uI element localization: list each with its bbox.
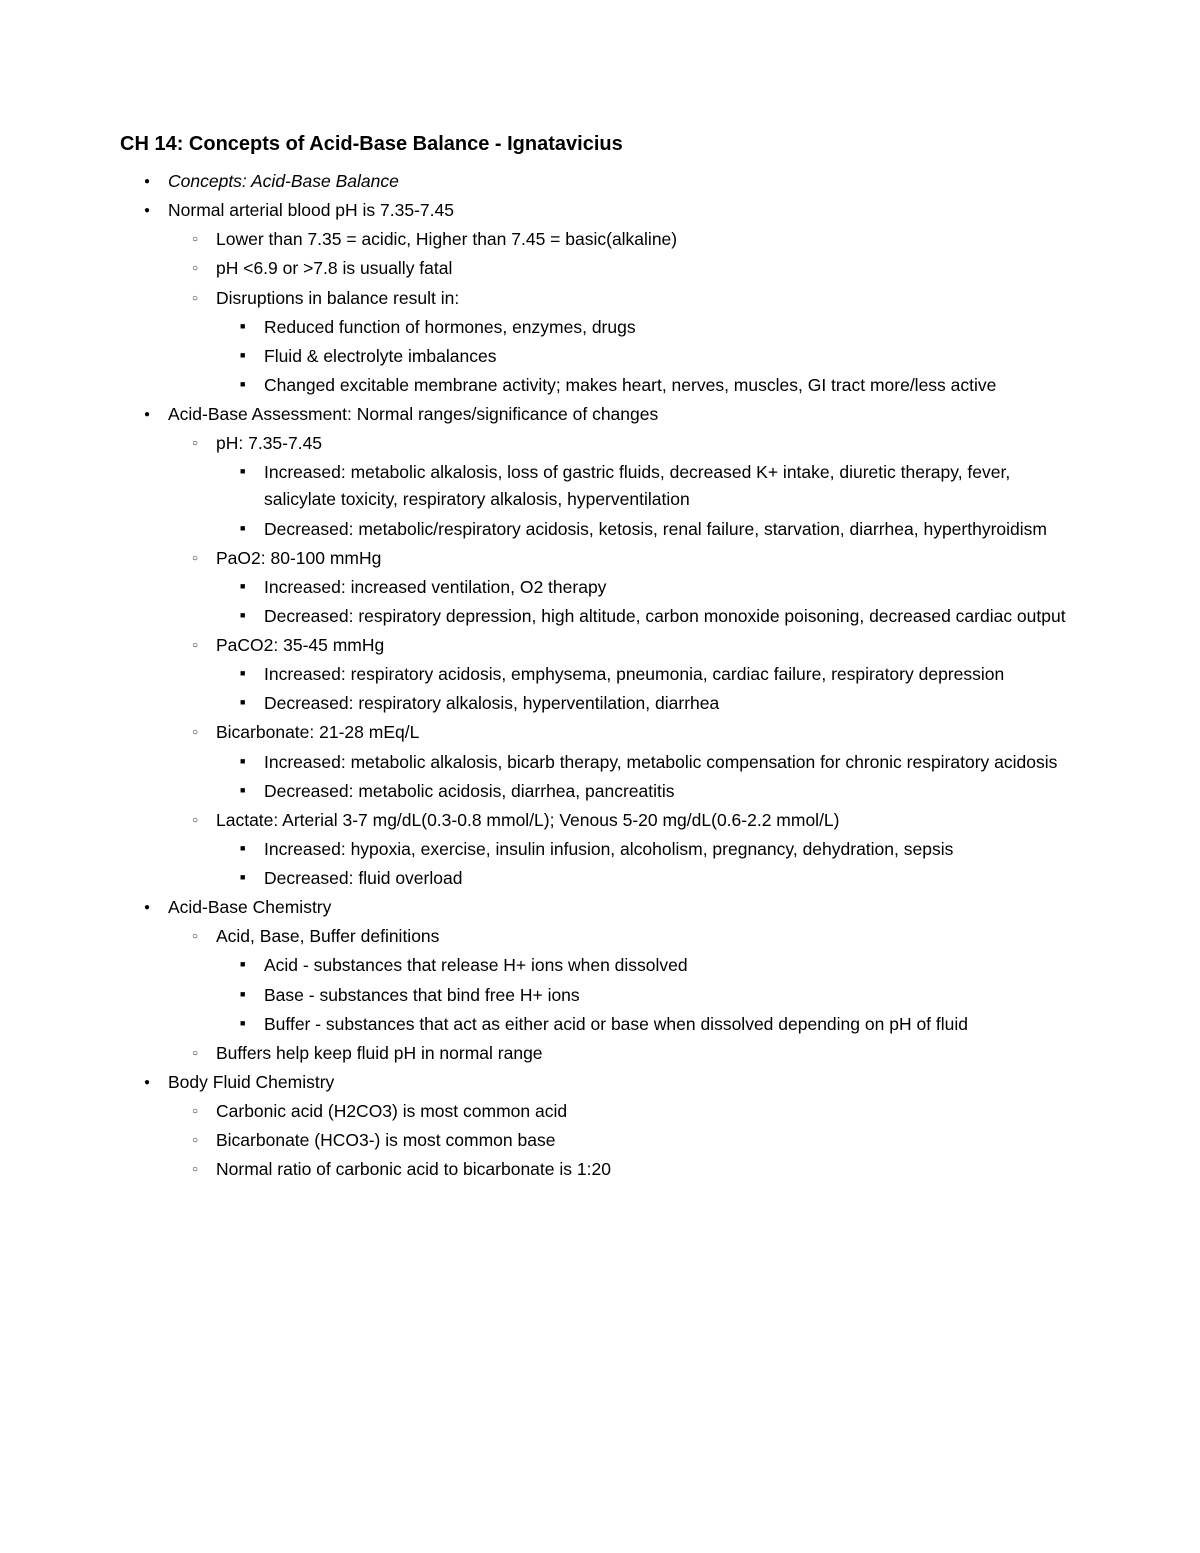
outline-root: Concepts: Acid-Base Balance Normal arteri… bbox=[120, 168, 1080, 1183]
outline-item: Increased: hypoxia, exercise, insulin in… bbox=[264, 836, 1080, 863]
outline-item-text: Decreased: metabolic acidosis, diarrhea,… bbox=[264, 781, 674, 801]
outline-item-text: Body Fluid Chemistry bbox=[168, 1072, 334, 1092]
outline-item: Acid, Base, Buffer definitions Acid - sub… bbox=[216, 923, 1080, 1038]
outline-item: Lactate: Arterial 3-7 mg/dL(0.3-0.8 mmol… bbox=[216, 807, 1080, 892]
outline-item: Acid-Base Chemistry Acid, Base, Buffer de… bbox=[168, 894, 1080, 1067]
outline-item-text: Decreased: metabolic/respiratory acidosi… bbox=[264, 519, 1047, 539]
outline-item-text: Acid - substances that release H+ ions w… bbox=[264, 955, 688, 975]
outline-item-text: Normal arterial blood pH is 7.35-7.45 bbox=[168, 200, 454, 220]
outline-sublist: Increased: metabolic alkalosis, bicarb t… bbox=[216, 749, 1080, 805]
outline-item: Changed excitable membrane activity; mak… bbox=[264, 372, 1080, 399]
outline-sublist: Increased: respiratory acidosis, emphyse… bbox=[216, 661, 1080, 717]
outline-item-text: PaO2: 80-100 mmHg bbox=[216, 548, 381, 568]
outline-item: Buffers help keep fluid pH in normal ran… bbox=[216, 1040, 1080, 1067]
outline-sublist: Increased: increased ventilation, O2 the… bbox=[216, 574, 1080, 630]
outline-item: Bicarbonate (HCO3-) is most common base bbox=[216, 1127, 1080, 1154]
outline-item: pH: 7.35-7.45 Increased: metabolic alkalo… bbox=[216, 430, 1080, 543]
outline-item-text: Reduced function of hormones, enzymes, d… bbox=[264, 317, 636, 337]
outline-item: Increased: metabolic alkalosis, loss of … bbox=[264, 459, 1080, 513]
outline-item: Acid - substances that release H+ ions w… bbox=[264, 952, 1080, 979]
outline-item-text: Concepts: Acid-Base Balance bbox=[168, 171, 399, 191]
outline-item: Buffer - substances that act as either a… bbox=[264, 1011, 1080, 1038]
outline-item: PaO2: 80-100 mmHg Increased: increased ve… bbox=[216, 545, 1080, 630]
outline-item-text: PaCO2: 35-45 mmHg bbox=[216, 635, 384, 655]
outline-item: Decreased: metabolic/respiratory acidosi… bbox=[264, 516, 1080, 543]
outline-item-text: Increased: metabolic alkalosis, bicarb t… bbox=[264, 752, 1057, 772]
outline-item-text: Buffers help keep fluid pH in normal ran… bbox=[216, 1043, 543, 1063]
outline-sublist: Reduced function of hormones, enzymes, d… bbox=[216, 314, 1080, 399]
outline-item: Decreased: fluid overload bbox=[264, 865, 1080, 892]
outline-item-text: Buffer - substances that act as either a… bbox=[264, 1014, 968, 1034]
outline-item: Increased: metabolic alkalosis, bicarb t… bbox=[264, 749, 1080, 776]
outline-item: Normal arterial blood pH is 7.35-7.45 Low… bbox=[168, 197, 1080, 399]
outline-sublist: Acid - substances that release H+ ions w… bbox=[216, 952, 1080, 1037]
outline-sublist: Acid, Base, Buffer definitions Acid - sub… bbox=[168, 923, 1080, 1067]
outline-item: Decreased: respiratory alkalosis, hyperv… bbox=[264, 690, 1080, 717]
outline-sublist: Carbonic acid (H2CO3) is most common aci… bbox=[168, 1098, 1080, 1183]
outline-item: Increased: respiratory acidosis, emphyse… bbox=[264, 661, 1080, 688]
outline-item: Bicarbonate: 21-28 mEq/L Increased: metab… bbox=[216, 719, 1080, 804]
outline-item: Normal ratio of carbonic acid to bicarbo… bbox=[216, 1156, 1080, 1183]
outline-item-text: pH: 7.35-7.45 bbox=[216, 433, 322, 453]
outline-item: Base - substances that bind free H+ ions bbox=[264, 982, 1080, 1009]
outline-item-text: Lower than 7.35 = acidic, Higher than 7.… bbox=[216, 229, 677, 249]
outline-item-text: Bicarbonate (HCO3-) is most common base bbox=[216, 1130, 555, 1150]
outline-item-text: Increased: hypoxia, exercise, insulin in… bbox=[264, 839, 953, 859]
outline-item: Concepts: Acid-Base Balance bbox=[168, 168, 1080, 195]
outline-item: Body Fluid Chemistry Carbonic acid (H2CO3… bbox=[168, 1069, 1080, 1184]
outline-item-text: Acid-Base Assessment: Normal ranges/sign… bbox=[168, 404, 658, 424]
outline-item: PaCO2: 35-45 mmHg Increased: respiratory … bbox=[216, 632, 1080, 717]
outline-item: Decreased: metabolic acidosis, diarrhea,… bbox=[264, 778, 1080, 805]
outline-item: Lower than 7.35 = acidic, Higher than 7.… bbox=[216, 226, 1080, 253]
document-page: CH 14: Concepts of Acid-Base Balance - I… bbox=[0, 0, 1200, 1553]
outline-item-text: Decreased: respiratory depression, high … bbox=[264, 606, 1066, 626]
outline-item-text: Acid-Base Chemistry bbox=[168, 897, 331, 917]
outline-item-text: Changed excitable membrane activity; mak… bbox=[264, 375, 996, 395]
outline-item-text: Normal ratio of carbonic acid to bicarbo… bbox=[216, 1159, 611, 1179]
outline-item-text: Bicarbonate: 21-28 mEq/L bbox=[216, 722, 419, 742]
outline-item-text: Disruptions in balance result in: bbox=[216, 288, 459, 308]
outline-item-text: Lactate: Arterial 3-7 mg/dL(0.3-0.8 mmol… bbox=[216, 810, 840, 830]
outline-item-text: Increased: metabolic alkalosis, loss of … bbox=[264, 462, 1010, 509]
outline-item: Disruptions in balance result in: Reduced… bbox=[216, 285, 1080, 400]
outline-sublist: Increased: metabolic alkalosis, loss of … bbox=[216, 459, 1080, 542]
outline-item-text: Base - substances that bind free H+ ions bbox=[264, 985, 580, 1005]
outline-sublist: Lower than 7.35 = acidic, Higher than 7.… bbox=[168, 226, 1080, 399]
outline-item-text: Carbonic acid (H2CO3) is most common aci… bbox=[216, 1101, 567, 1121]
outline-item-text: Decreased: fluid overload bbox=[264, 868, 462, 888]
outline-item-text: pH <6.9 or >7.8 is usually fatal bbox=[216, 258, 452, 278]
outline-item: Reduced function of hormones, enzymes, d… bbox=[264, 314, 1080, 341]
outline-item-text: Increased: respiratory acidosis, emphyse… bbox=[264, 664, 1004, 684]
outline-sublist: Increased: hypoxia, exercise, insulin in… bbox=[216, 836, 1080, 892]
outline-item: Decreased: respiratory depression, high … bbox=[264, 603, 1080, 630]
outline-item-text: Increased: increased ventilation, O2 the… bbox=[264, 577, 606, 597]
outline-item: Carbonic acid (H2CO3) is most common aci… bbox=[216, 1098, 1080, 1125]
outline-item: Fluid & electrolyte imbalances bbox=[264, 343, 1080, 370]
outline-item-text: Decreased: respiratory alkalosis, hyperv… bbox=[264, 693, 719, 713]
outline-item-text: Acid, Base, Buffer definitions bbox=[216, 926, 439, 946]
outline-item: Increased: increased ventilation, O2 the… bbox=[264, 574, 1080, 601]
outline-item-text: Fluid & electrolyte imbalances bbox=[264, 346, 496, 366]
outline-item: pH <6.9 or >7.8 is usually fatal bbox=[216, 255, 1080, 282]
page-title: CH 14: Concepts of Acid-Base Balance - I… bbox=[120, 130, 1080, 158]
outline-sublist: pH: 7.35-7.45 Increased: metabolic alkalo… bbox=[168, 430, 1080, 892]
outline-item: Acid-Base Assessment: Normal ranges/sign… bbox=[168, 401, 1080, 892]
